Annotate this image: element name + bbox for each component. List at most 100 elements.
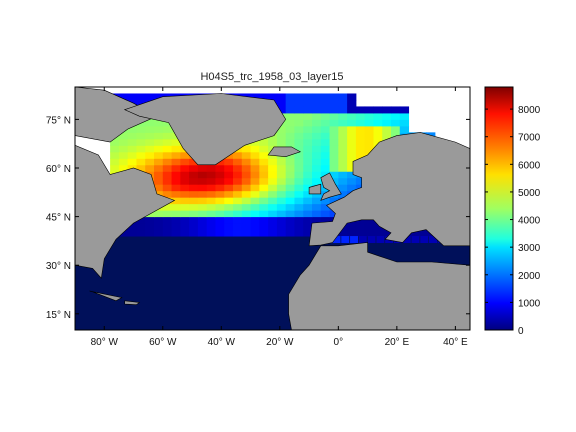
- field-cell: [241, 229, 252, 237]
- field-cell: [329, 210, 339, 218]
- field-cell: [118, 145, 129, 153]
- field-cell: [303, 229, 313, 237]
- field-cell: [338, 119, 348, 127]
- field-cell: [268, 203, 278, 211]
- field-cell: [180, 197, 190, 205]
- field-cell: [224, 229, 234, 237]
- lon-tick-label: 0°: [334, 337, 344, 348]
- land-iceland: [267, 146, 302, 158]
- field-cell: [355, 177, 366, 185]
- field-cell: [118, 229, 129, 237]
- field-cell: [224, 210, 234, 218]
- field-cell: [241, 151, 252, 159]
- field-cell: [417, 229, 427, 237]
- field-cell: [276, 138, 287, 146]
- field-cell: [241, 223, 252, 231]
- field-cell: [197, 216, 208, 224]
- field-cell: [303, 125, 313, 133]
- field-cell: [136, 93, 146, 101]
- field-cell: [268, 190, 278, 198]
- field-cell: [294, 197, 304, 205]
- field-cell: [364, 106, 374, 114]
- field-cell: [197, 164, 208, 172]
- field-cell: [320, 119, 331, 127]
- field-cell: [294, 177, 304, 185]
- field-cell: [154, 151, 164, 159]
- field-cell: [259, 158, 269, 166]
- field-cell: [215, 164, 225, 172]
- field-cell: [259, 138, 269, 146]
- field-cell: [180, 203, 190, 211]
- field-cell: [189, 216, 199, 224]
- field-cell: [391, 112, 401, 120]
- field-cell: [285, 164, 295, 172]
- field-cell: [162, 210, 173, 218]
- field-cell: [338, 177, 348, 185]
- field-cell: [329, 171, 339, 179]
- field-cell: [320, 210, 331, 218]
- field-cell: [233, 177, 243, 185]
- field-cell: [136, 145, 146, 153]
- field-cell: [382, 112, 392, 120]
- field-cell: [285, 177, 295, 185]
- field-cell: [189, 171, 199, 179]
- field-cell: [347, 171, 357, 179]
- lat-tick-label: 45° N: [46, 213, 71, 224]
- lat-tick-label: 15° N: [46, 310, 71, 321]
- field-cell: [154, 210, 164, 218]
- field-cell: [347, 99, 357, 107]
- field-cell: [268, 177, 278, 185]
- lat-tick-label: 30° N: [46, 261, 71, 272]
- field-cell: [162, 171, 173, 179]
- field-cell: [136, 223, 146, 231]
- field-cell: [233, 229, 243, 237]
- field-cell: [224, 164, 234, 172]
- field-cell: [338, 151, 348, 159]
- land-masses: [75, 87, 470, 330]
- field-cell: [285, 229, 295, 237]
- field-cell: [285, 93, 295, 101]
- field-cell: [241, 184, 252, 192]
- mediterranean-cell: [341, 236, 350, 244]
- field-cell: [294, 93, 304, 101]
- field-cell: [276, 106, 287, 114]
- field-cell: [268, 164, 278, 172]
- field-cell: [294, 164, 304, 172]
- field-cell: [250, 223, 260, 231]
- field-cell: [329, 164, 339, 172]
- field-cell: [259, 216, 269, 224]
- field-cell: [268, 158, 278, 166]
- field-cell: [294, 190, 304, 198]
- field-cell: [303, 119, 313, 127]
- field-cell: [276, 164, 287, 172]
- field-cell: [268, 93, 278, 101]
- field-cell: [329, 99, 339, 107]
- field-cell: [136, 158, 146, 166]
- field-cell: [233, 158, 243, 166]
- field-cell: [171, 203, 181, 211]
- field-cell: [294, 132, 304, 140]
- field-cell: [206, 184, 216, 192]
- land-cuba: [89, 290, 123, 302]
- field-cell: [355, 223, 366, 231]
- field-cell: [162, 138, 173, 146]
- field-cell: [312, 216, 322, 224]
- field-cell: [127, 145, 137, 153]
- field-cell: [136, 99, 146, 107]
- field-cell: [268, 223, 278, 231]
- field-cell: [347, 158, 357, 166]
- field-cell: [294, 151, 304, 159]
- field-cell: [136, 164, 146, 172]
- field-cell: [162, 203, 173, 211]
- field-cell: [364, 132, 374, 140]
- field-cell: [171, 151, 181, 159]
- field-cell: [154, 229, 164, 237]
- field-cell: [224, 203, 234, 211]
- field-cell: [329, 132, 339, 140]
- field-cell: [180, 164, 190, 172]
- field-cell: [136, 216, 146, 224]
- field-cell: [303, 164, 313, 172]
- field-cell: [259, 177, 269, 185]
- field-cell: [347, 125, 357, 133]
- field-cell: [171, 138, 181, 146]
